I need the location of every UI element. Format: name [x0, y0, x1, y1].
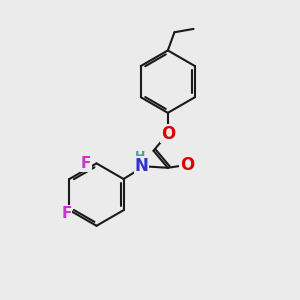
Text: O: O: [161, 125, 175, 143]
Text: N: N: [135, 157, 148, 175]
Text: F: F: [81, 156, 91, 171]
Text: F: F: [61, 206, 72, 221]
Text: H: H: [135, 150, 146, 163]
Text: O: O: [180, 156, 194, 174]
